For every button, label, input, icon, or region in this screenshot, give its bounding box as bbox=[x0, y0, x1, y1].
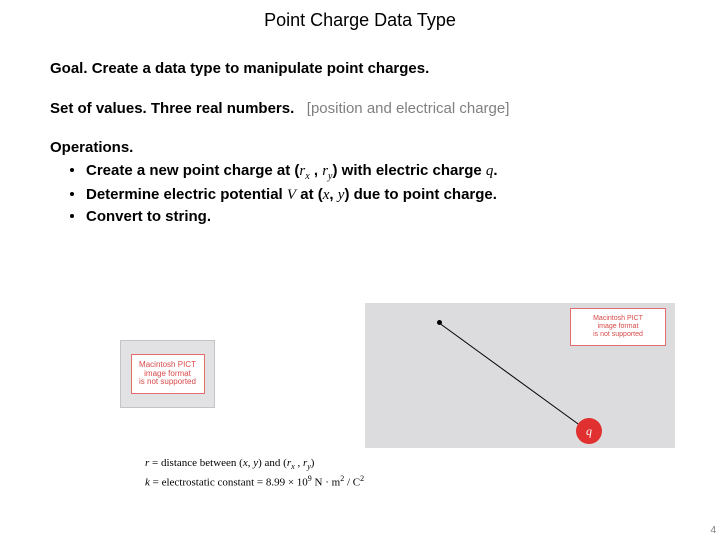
sov-note: [position and electrical charge] bbox=[307, 100, 510, 117]
t: / C bbox=[344, 477, 360, 489]
page-title: Point Charge Data Type bbox=[0, 0, 720, 31]
t: = distance between ( bbox=[149, 457, 243, 469]
pict-placeholder-left: Macintosh PICT image format is not suppo… bbox=[120, 340, 215, 408]
ops-label: Operations. bbox=[50, 139, 133, 156]
page-number: 4 bbox=[710, 525, 716, 536]
pict-box: Macintosh PICT image format is not suppo… bbox=[131, 354, 205, 394]
q-label: q bbox=[586, 424, 592, 439]
content-area: Goal. Create a data type to manipulate p… bbox=[0, 31, 720, 227]
t: = electrostatic constant = 8.99 × 10 bbox=[150, 477, 308, 489]
t: V bbox=[287, 187, 296, 203]
pict-placeholder-right: Macintosh PICT image format is not suppo… bbox=[570, 308, 666, 346]
t: ) with electric charge bbox=[333, 162, 486, 179]
t: , bbox=[310, 162, 323, 179]
t: ) due to point charge. bbox=[344, 186, 497, 203]
pict-line: is not supported bbox=[139, 378, 196, 387]
goal-paragraph: Goal. Create a data type to manipulate p… bbox=[50, 59, 670, 79]
ops-item-3: Convert to string. bbox=[70, 206, 670, 227]
sov-spacer bbox=[298, 100, 306, 117]
goal-body: Create a data type to manipulate point c… bbox=[92, 60, 430, 77]
setofvalues-paragraph: Set of values. Three real numbers. [posi… bbox=[50, 99, 670, 119]
ops-list: Create a new point charge at (rx , ry) w… bbox=[50, 160, 670, 227]
t: 2 bbox=[360, 474, 364, 483]
t: ) and ( bbox=[258, 457, 287, 469]
footnote-r: r = distance between (x, y) and (rx , ry… bbox=[145, 455, 364, 473]
t: . bbox=[493, 162, 497, 179]
t: , bbox=[329, 186, 337, 203]
t: N · m bbox=[312, 477, 340, 489]
footnotes: r = distance between (x, y) and (rx , ry… bbox=[145, 455, 364, 491]
t: Determine electric potential bbox=[86, 186, 287, 203]
ops-item-1: Create a new point charge at (rx , ry) w… bbox=[70, 160, 670, 184]
sov-body: Three real numbers. bbox=[151, 100, 294, 117]
sov-label: Set of values. bbox=[50, 100, 147, 117]
ops-heading: Operations. bbox=[50, 138, 670, 158]
t: , bbox=[295, 457, 303, 469]
footnote-k: k = electrostatic constant = 8.99 × 109 … bbox=[145, 473, 364, 491]
ops-item-2: Determine electric potential V at (x, y)… bbox=[70, 184, 670, 206]
t: Create a new point charge at ( bbox=[86, 162, 299, 179]
t: ) bbox=[311, 457, 315, 469]
t: at ( bbox=[296, 186, 323, 203]
charge-circle: q bbox=[576, 418, 602, 444]
pict-line: is not supported bbox=[593, 331, 643, 339]
pict-line: image format bbox=[598, 323, 639, 331]
pict-line: Macintosh PICT bbox=[593, 315, 643, 323]
goal-label: Goal. bbox=[50, 60, 88, 77]
